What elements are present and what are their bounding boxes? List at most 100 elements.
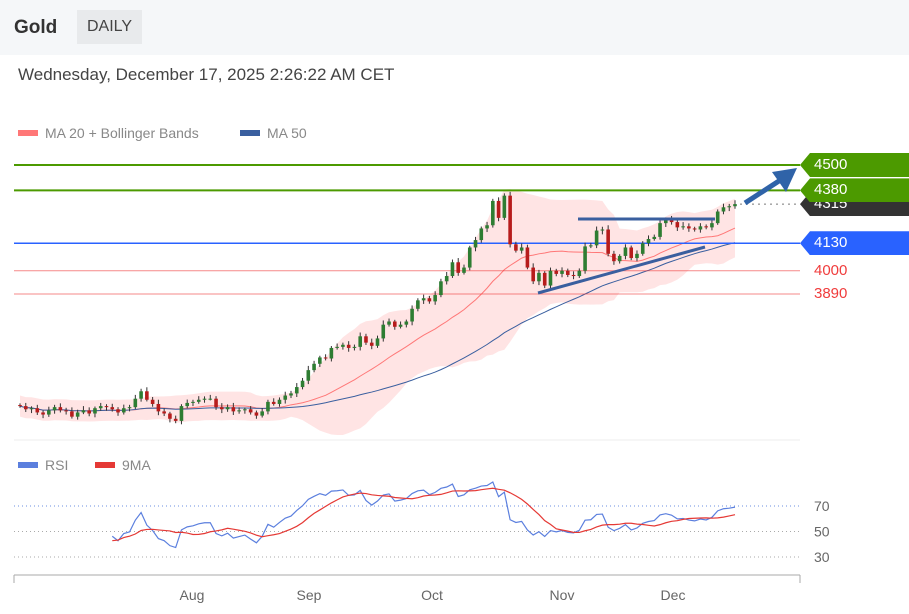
- candle: [583, 246, 587, 271]
- candle: [127, 407, 132, 409]
- forecast-arrow-head-icon: [772, 168, 797, 192]
- candle: [93, 408, 97, 414]
- candle: [398, 324, 403, 327]
- candle: [519, 247, 524, 251]
- candle: [692, 228, 697, 230]
- candle: [260, 411, 264, 416]
- candle: [369, 342, 374, 346]
- candle: [664, 219, 668, 224]
- candle: [104, 406, 109, 408]
- timeframe-badge[interactable]: DAILY: [77, 10, 143, 44]
- rsi-ma-swatch-icon: [95, 462, 115, 468]
- candle: [640, 243, 645, 254]
- legend-label: 9MA: [122, 457, 151, 473]
- candle: [479, 228, 484, 241]
- candle: [392, 321, 397, 327]
- candle: [150, 399, 155, 404]
- price-tag-4000: 4000: [814, 261, 848, 279]
- candle: [248, 409, 253, 413]
- candle: [404, 321, 409, 325]
- forecast-arrow-shaft: [743, 176, 784, 206]
- candle: [52, 407, 57, 411]
- candle: [341, 344, 345, 347]
- candle: [202, 398, 207, 400]
- candle: [629, 247, 634, 259]
- legend-ma20: MA 20 + Bollinger Bands: [18, 125, 199, 141]
- candle: [29, 408, 34, 410]
- candle: [427, 298, 432, 302]
- candle: [508, 195, 512, 245]
- candle: [554, 270, 559, 274]
- candle: [433, 295, 437, 302]
- candle: [652, 236, 657, 240]
- candle: [548, 270, 553, 286]
- price-tag-3890: 3890: [814, 285, 848, 302]
- candle: [306, 370, 311, 381]
- candle: [589, 245, 593, 247]
- candle: [208, 398, 213, 400]
- candle: [675, 222, 680, 228]
- candle: [41, 412, 45, 415]
- candle: [612, 253, 616, 262]
- rsi-ma-line: [112, 487, 736, 542]
- candle: [243, 409, 247, 411]
- candle: [35, 408, 40, 413]
- candle: [542, 272, 547, 286]
- candle: [565, 270, 570, 275]
- candle: [658, 223, 662, 237]
- ascending-trendline: [537, 245, 706, 295]
- candle: [300, 380, 305, 388]
- candle: [225, 407, 230, 410]
- candle: [721, 207, 726, 212]
- candle: [283, 395, 288, 400]
- candle: [416, 300, 420, 309]
- candle: [18, 405, 22, 407]
- candle: [173, 418, 178, 421]
- candle: [444, 276, 449, 282]
- candle: [410, 308, 414, 322]
- rsi-tick-label: 30: [814, 549, 830, 565]
- ma50-swatch-icon: [240, 130, 260, 136]
- candle: [710, 223, 714, 228]
- candle: [617, 255, 622, 262]
- candle: [289, 393, 293, 396]
- candle: [110, 407, 115, 410]
- x-tick-label: Sep: [297, 587, 322, 603]
- candle: [496, 200, 501, 218]
- candle: [715, 211, 720, 224]
- candle: [473, 240, 478, 248]
- candle: [277, 399, 282, 404]
- candle: [594, 230, 599, 246]
- x-tick-label: Oct: [421, 587, 443, 603]
- candle: [375, 338, 380, 346]
- candle: [450, 262, 455, 277]
- candle: [635, 253, 639, 259]
- candle: [387, 321, 391, 325]
- candle: [727, 206, 732, 208]
- candle: [23, 406, 28, 410]
- instrument-title: Gold: [14, 17, 58, 38]
- candle: [323, 357, 328, 359]
- price-tag-4500: 4500: [800, 152, 909, 177]
- candle: [491, 200, 495, 226]
- candle: [168, 413, 172, 419]
- candle: [81, 410, 86, 413]
- candle: [571, 274, 576, 277]
- candle: [462, 267, 466, 273]
- candle: [116, 409, 120, 413]
- rsi-line: [111, 481, 736, 549]
- candle: [191, 401, 195, 403]
- candle: [139, 391, 143, 399]
- candle: [58, 407, 63, 411]
- candle: [623, 247, 628, 256]
- candle: [687, 226, 691, 229]
- legend-label: MA 50: [267, 125, 307, 141]
- candle: [514, 244, 518, 251]
- candle: [231, 407, 236, 412]
- candle: [121, 408, 126, 413]
- rsi-tick-label: 70: [814, 498, 830, 514]
- candle: [456, 262, 461, 273]
- candle: [254, 412, 259, 416]
- candle: [421, 298, 426, 301]
